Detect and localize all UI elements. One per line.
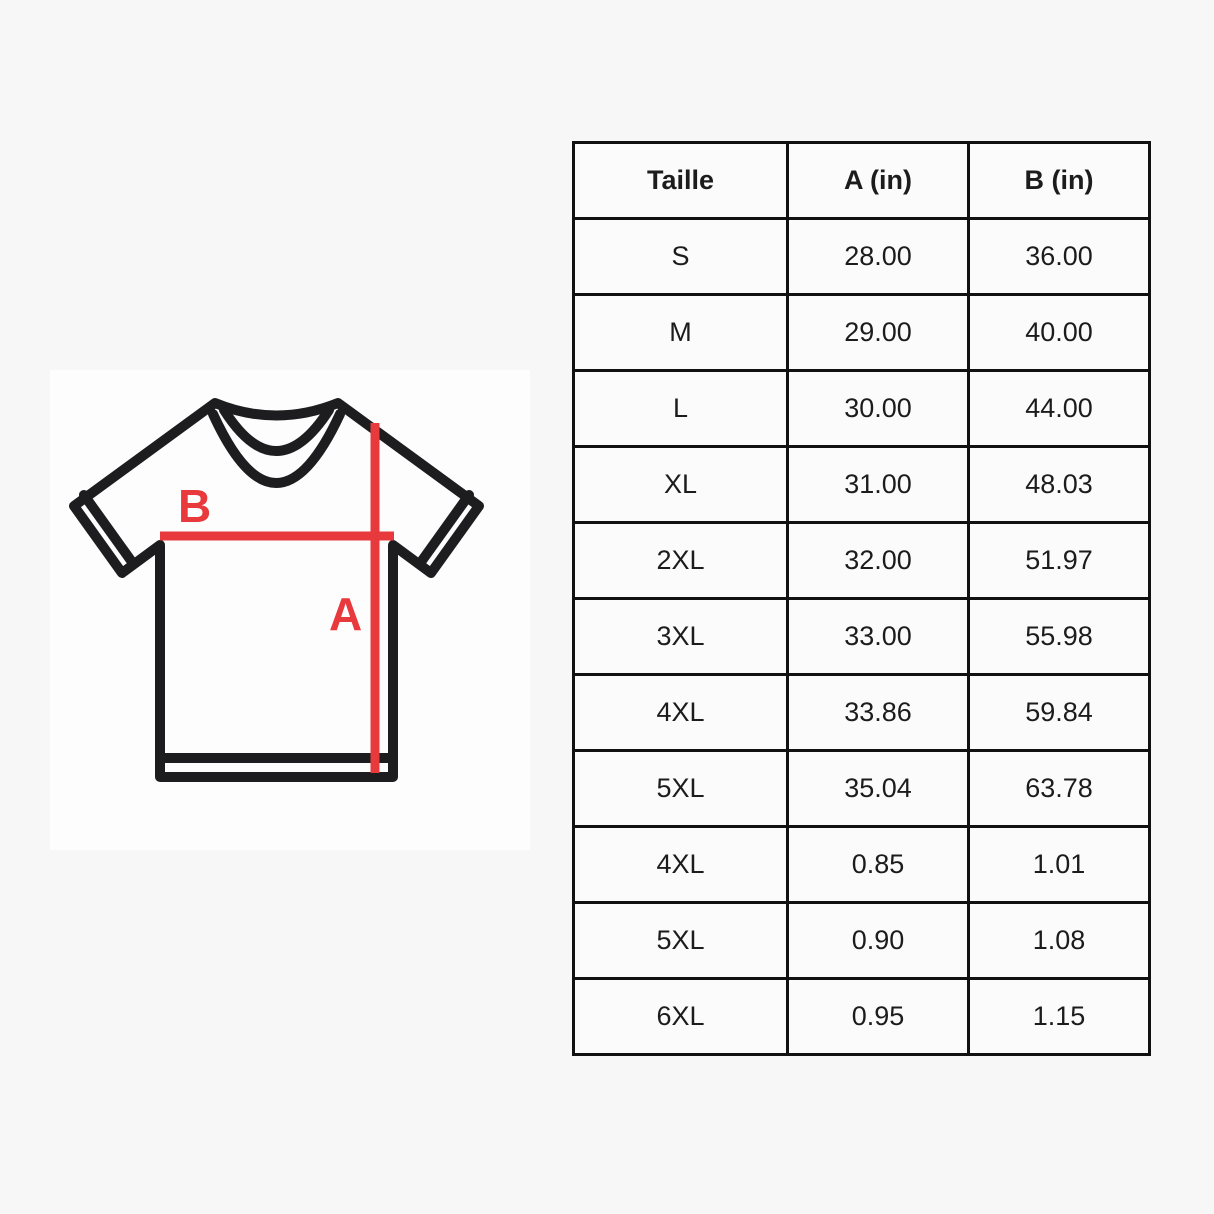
table-cell-size: M	[572, 293, 789, 372]
table-cell-a: 29.00	[786, 293, 970, 372]
table-cell-b: 1.15	[967, 977, 1151, 1056]
table-cell-a: 33.00	[786, 597, 970, 676]
table-cell-size: 5XL	[572, 749, 789, 828]
table-cell-b: 63.78	[967, 749, 1151, 828]
table-cell-a: 28.00	[786, 217, 970, 296]
table-cell-b: 55.98	[967, 597, 1151, 676]
table-row: 3XL 33.00 55.98	[572, 597, 1151, 676]
table-row: XL 31.00 48.03	[572, 445, 1151, 524]
table-cell-a: 32.00	[786, 521, 970, 600]
tshirt-diagram: B A	[69, 398, 484, 782]
table-cell-size: 5XL	[572, 901, 789, 980]
left-cuff-line	[79, 490, 137, 567]
col-header-size: Taille	[572, 141, 789, 220]
table-cell-b: 1.08	[967, 901, 1151, 980]
table-cell-size: 3XL	[572, 597, 789, 676]
table-cell-size: L	[572, 369, 789, 448]
table-row: 6XL 0.95 1.15	[572, 977, 1151, 1056]
table-cell-a: 0.95	[786, 977, 970, 1056]
table-cell-size: 4XL	[572, 673, 789, 752]
table-cell-size: XL	[572, 445, 789, 524]
table-cell-b: 59.84	[967, 673, 1151, 752]
table-cell-b: 36.00	[967, 217, 1151, 296]
right-cuff-line	[416, 490, 474, 567]
table-cell-size: S	[572, 217, 789, 296]
table-cell-b: 40.00	[967, 293, 1151, 372]
col-header-b: B (in)	[967, 141, 1151, 220]
table-cell-size: 2XL	[572, 521, 789, 600]
size-table: Taille A (in) B (in) S 28.00 36.00 M 29.00 40…	[572, 141, 1151, 1056]
table-cell-a: 0.90	[786, 901, 970, 980]
table-cell-a: 30.00	[786, 369, 970, 448]
table-cell-b: 1.01	[967, 825, 1151, 904]
header-row: Taille A (in) B (in)	[572, 141, 1151, 220]
table-row: 2XL 32.00 51.97	[572, 521, 1151, 600]
table-row: 4XL 0.85 1.01	[572, 825, 1151, 904]
measure-label-b: B	[178, 480, 211, 532]
table-cell-a: 0.85	[786, 825, 970, 904]
table-row: 5XL 0.90 1.08	[572, 901, 1151, 980]
table-row: 5XL 35.04 63.78	[572, 749, 1151, 828]
table-cell-b: 48.03	[967, 445, 1151, 524]
size-table-header: Taille A (in) B (in)	[572, 141, 1151, 220]
table-row: M 29.00 40.00	[572, 293, 1151, 372]
collar-outer-line	[208, 409, 345, 488]
table-cell-a: 33.86	[786, 673, 970, 752]
table-cell-b: 44.00	[967, 369, 1151, 448]
tshirt-outline-icon	[69, 398, 484, 782]
table-row: S 28.00 36.00	[572, 217, 1151, 296]
table-cell-size: 4XL	[572, 825, 789, 904]
table-cell-a: 31.00	[786, 445, 970, 524]
measure-label-a: A	[329, 588, 362, 640]
table-cell-a: 35.04	[786, 749, 970, 828]
collar-inner-line	[219, 405, 334, 456]
col-header-a: A (in)	[786, 141, 970, 220]
table-row: L 30.00 44.00	[572, 369, 1151, 448]
size-table-body: S 28.00 36.00 M 29.00 40.00 L 30.00 44.00 XL 31.00…	[572, 217, 1151, 1056]
table-row: 4XL 33.86 59.84	[572, 673, 1151, 752]
tshirt-diagram-panel: B A	[50, 370, 530, 850]
table-cell-b: 51.97	[967, 521, 1151, 600]
table-cell-size: 6XL	[572, 977, 789, 1056]
